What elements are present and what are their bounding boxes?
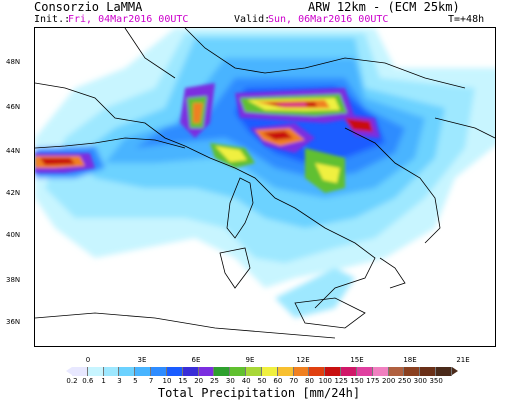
lat-label: 40N: [6, 231, 21, 239]
lon-label: 9E: [245, 356, 255, 364]
colorbar-swatch: [72, 367, 88, 376]
colorbar-swatch: [277, 367, 294, 376]
lon-label: 12E: [296, 356, 310, 364]
coastlines: [35, 28, 495, 339]
colorbar-label: 250: [397, 377, 412, 385]
colorbar-label: 5: [133, 377, 138, 385]
colorbar-labels: 0.2 0.6 1 3 5 7 10 15 20 25 30 40 50 60 70 80 100 125 150 1…: [66, 377, 452, 387]
colorbar-swatch: [87, 367, 104, 376]
colorbar-label: 200: [381, 377, 396, 385]
colorbar-swatch: [119, 367, 136, 376]
colorbar-swatch: [404, 367, 421, 376]
colorbar-swatch: [356, 367, 373, 376]
colorbar-label: 300: [413, 377, 428, 385]
colorbar-label: 0.6: [82, 377, 94, 385]
model-title: ARW 12km - (ECM 25km): [308, 0, 460, 14]
colorbar-swatch: [372, 367, 389, 376]
colorbar-label: 80: [305, 377, 314, 385]
lon-label: 15E: [350, 356, 364, 364]
lon-label: 21E: [456, 356, 470, 364]
colorbar-swatch: [151, 367, 167, 376]
colorbar-swatch: [103, 367, 120, 376]
colorbar-swatch: [309, 367, 326, 376]
colorbar-label: 70: [289, 377, 299, 385]
map-graphic: [35, 28, 495, 339]
colorbar-label: 20: [194, 377, 204, 385]
colorbar-label: 60: [273, 377, 283, 385]
colorbar-swatch: [135, 367, 152, 376]
lat-label: 48N: [6, 58, 21, 66]
colorbar-label: 350: [429, 377, 443, 385]
colorbar-label: 30: [225, 377, 235, 385]
colorbar-label: 10: [162, 377, 172, 385]
colorbar-title: Total Precipitation [mm/24h]: [157, 386, 361, 400]
lon-label: 6E: [191, 356, 201, 364]
lat-label: 42N: [6, 189, 21, 197]
colorbar-swatch: [325, 367, 342, 376]
colorbar-swatch: [293, 367, 310, 376]
lon-label: 3E: [137, 356, 147, 364]
colorbar-swatch: [388, 367, 405, 376]
colorbar-swatch: [198, 367, 215, 376]
init-label: Init.:: [34, 14, 71, 25]
lon-label: 18E: [403, 356, 417, 364]
colorbar-label: 1: [101, 377, 106, 385]
valid-label: Valid:: [234, 14, 271, 25]
colorbar-label: 100: [318, 377, 333, 385]
lead-time: T=+48h: [448, 14, 485, 25]
colorbar-label: 175: [366, 377, 380, 385]
lat-label: 38N: [6, 276, 21, 284]
org-title: Consorzio LaMMA: [34, 0, 143, 14]
colorbar-swatch: [230, 367, 247, 376]
init-value: Fri, 04Mar2016 00UTC: [68, 14, 189, 25]
colorbar-left-arrow: [66, 367, 72, 375]
valid-value: Sun, 06Mar2016 00UTC: [268, 14, 389, 25]
colorbar-label: 25: [210, 377, 219, 385]
colorbar-label: 125: [334, 377, 348, 385]
precipitation-map: [34, 27, 496, 347]
colorbar-label: 50: [257, 377, 267, 385]
colorbar-swatch: [420, 367, 437, 376]
colorbar-swatch: [246, 367, 262, 376]
colorbar-label: 40: [241, 377, 251, 385]
precip-heavy: [35, 83, 380, 193]
lon-label: 0: [85, 356, 91, 364]
colorbar-swatch: [214, 367, 231, 376]
lat-label: 44N: [6, 147, 21, 155]
colorbar-swatch: [436, 367, 452, 376]
colorbar-swatch: [182, 367, 199, 376]
colorbar-right-arrow: [452, 367, 458, 375]
colorbar-label: 3: [117, 377, 122, 385]
colorbar-label: 0.2: [66, 377, 78, 385]
lat-label: 46N: [6, 103, 21, 111]
colorbar: [72, 367, 452, 376]
lat-label: 36N: [6, 318, 21, 326]
colorbar-label: 15: [178, 377, 188, 385]
colorbar-swatch: [261, 367, 278, 376]
colorbar-swatch: [341, 367, 357, 376]
colorbar-label: 7: [148, 377, 154, 385]
precip-light: [35, 28, 495, 318]
colorbar-label: 150: [350, 377, 364, 385]
colorbar-swatch: [166, 367, 183, 376]
